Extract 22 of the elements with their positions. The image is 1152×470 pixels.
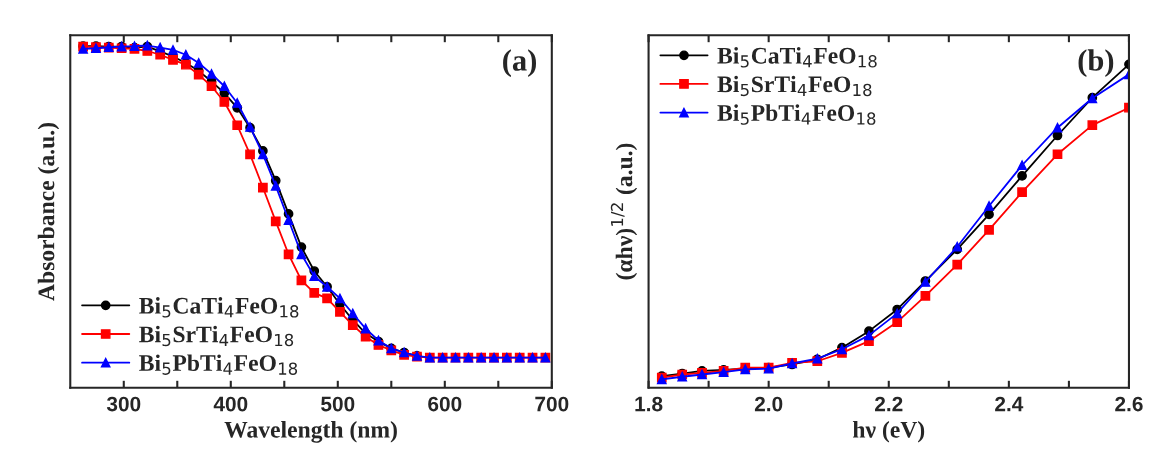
legend-label: Bi$_{5}$CaTi$_{4}$FeO$_{18}$ <box>717 47 877 68</box>
x-axis-title: hν (eV) <box>852 421 925 443</box>
y-axis-title: Absorbance (a.u.) <box>37 123 60 301</box>
legend-label: Bi$_{5}$PbTi$_{4}$FeO$_{18}$ <box>717 104 876 125</box>
y-axis-title: (αhν)$^{1/2}$ (a.u.) <box>610 143 638 280</box>
x-tick-label: 600 <box>428 396 462 412</box>
legend-label: Bi$_{5}$SrTi$_{4}$FeO$_{18}$ <box>717 75 872 97</box>
legend-label: Bi$_{5}$SrTi$_{4}$FeO$_{18}$ <box>139 325 294 347</box>
x-tick-label: 300 <box>106 396 141 412</box>
annotation: (b) <box>1078 49 1114 78</box>
legend-label: Bi$_{5}$CaTi$_{4}$FeO$_{18}$ <box>139 297 299 318</box>
x-tick-label: 2.2 <box>875 396 903 412</box>
x-tick-label: 500 <box>321 396 355 412</box>
x-tick-label: 2.6 <box>1115 396 1143 412</box>
x-tick-label: 400 <box>213 396 248 412</box>
x-tick-label: 2.0 <box>754 396 783 412</box>
legend-label: Bi$_{5}$PbTi$_{4}$FeO$_{18}$ <box>139 354 298 375</box>
x-tick-label: 1.8 <box>635 396 663 412</box>
x-tick-label: 700 <box>535 396 569 412</box>
x-tick-label: 2.4 <box>995 396 1024 412</box>
x-axis-title: Wavelength (nm) <box>224 421 397 443</box>
annotation: (a) <box>503 49 537 78</box>
